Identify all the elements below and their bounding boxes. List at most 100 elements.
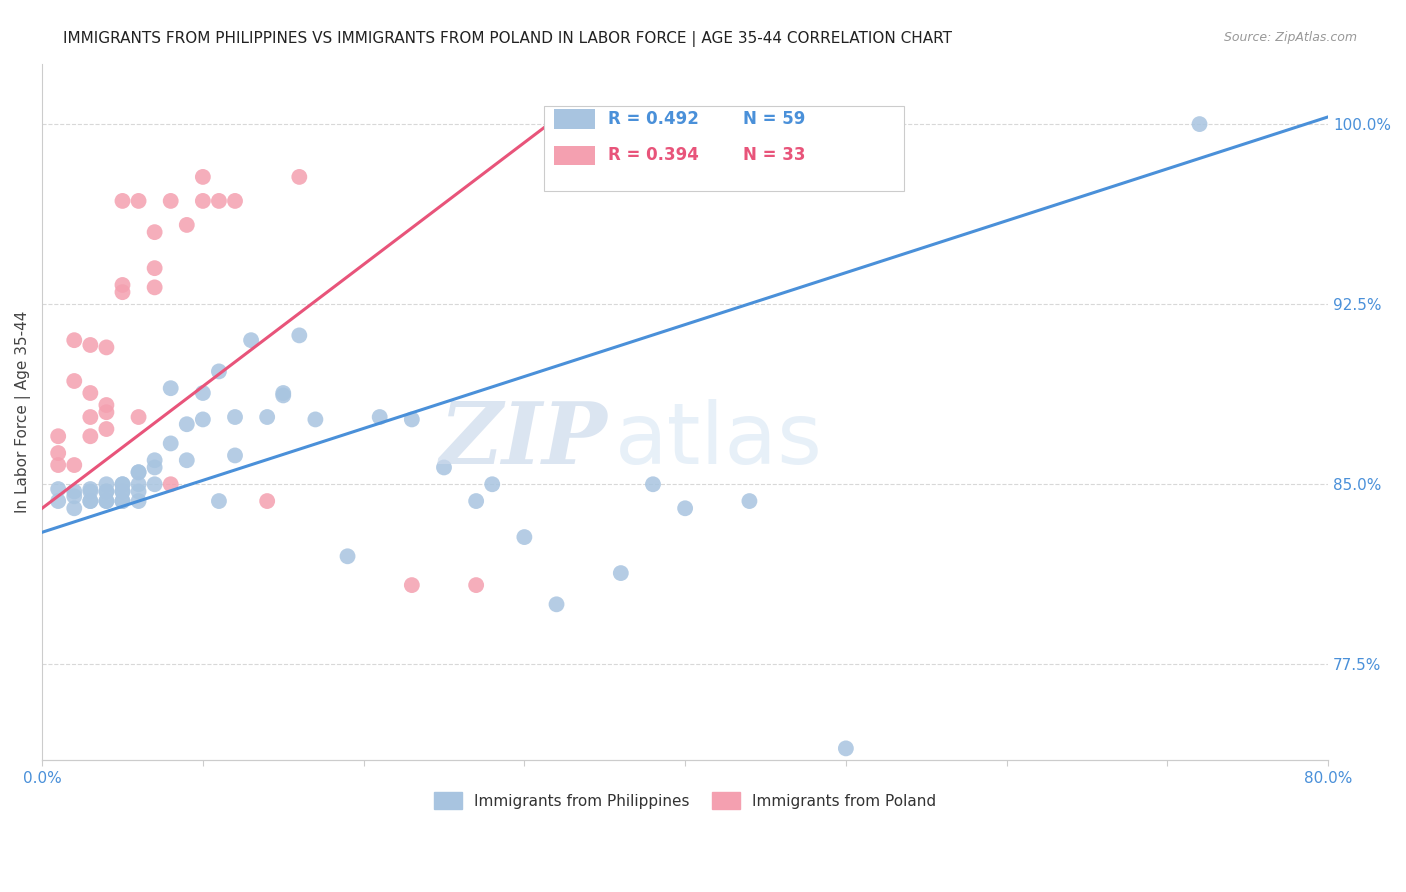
Point bbox=[79, 484, 101, 499]
Point bbox=[465, 578, 488, 592]
Point bbox=[191, 386, 214, 401]
Point bbox=[111, 494, 134, 508]
Point bbox=[128, 410, 150, 425]
Point bbox=[96, 398, 118, 412]
Point bbox=[673, 501, 696, 516]
Point bbox=[96, 484, 118, 499]
Text: N = 33: N = 33 bbox=[742, 146, 806, 164]
Text: R = 0.394: R = 0.394 bbox=[607, 146, 699, 164]
Point bbox=[191, 412, 214, 426]
FancyBboxPatch shape bbox=[554, 110, 595, 128]
Point bbox=[46, 494, 69, 508]
Point bbox=[208, 364, 231, 378]
Point bbox=[63, 374, 86, 388]
Point bbox=[46, 458, 69, 472]
Point bbox=[79, 386, 101, 401]
Text: atlas: atlas bbox=[614, 399, 823, 482]
Point bbox=[46, 429, 69, 443]
Text: IMMIGRANTS FROM PHILIPPINES VS IMMIGRANTS FROM POLAND IN LABOR FORCE | AGE 35-44: IMMIGRANTS FROM PHILIPPINES VS IMMIGRANT… bbox=[63, 31, 952, 47]
Point bbox=[143, 477, 166, 491]
Point bbox=[79, 494, 101, 508]
Point bbox=[111, 477, 134, 491]
Point bbox=[143, 453, 166, 467]
Point bbox=[1188, 117, 1211, 131]
Point bbox=[256, 410, 278, 425]
Point bbox=[128, 484, 150, 499]
Point bbox=[128, 465, 150, 479]
Point bbox=[336, 549, 359, 564]
Point bbox=[481, 477, 503, 491]
Point bbox=[208, 194, 231, 208]
Point bbox=[159, 194, 181, 208]
Point bbox=[96, 477, 118, 491]
FancyBboxPatch shape bbox=[554, 145, 595, 165]
Point bbox=[96, 494, 118, 508]
Point bbox=[63, 489, 86, 503]
Point bbox=[191, 169, 214, 184]
Point bbox=[46, 446, 69, 460]
Point bbox=[770, 794, 793, 808]
Point bbox=[610, 566, 633, 580]
Point bbox=[143, 225, 166, 239]
Point bbox=[208, 494, 231, 508]
Point bbox=[240, 333, 263, 347]
Point bbox=[224, 410, 246, 425]
Point bbox=[111, 277, 134, 292]
FancyBboxPatch shape bbox=[544, 106, 904, 191]
Point bbox=[96, 422, 118, 436]
Point bbox=[96, 405, 118, 419]
Point bbox=[513, 530, 536, 544]
Legend: Immigrants from Philippines, Immigrants from Poland: Immigrants from Philippines, Immigrants … bbox=[427, 786, 942, 815]
Text: ZIP: ZIP bbox=[440, 399, 607, 482]
Point bbox=[96, 484, 118, 499]
Point bbox=[288, 328, 311, 343]
Point bbox=[111, 477, 134, 491]
Point bbox=[641, 477, 664, 491]
Point bbox=[128, 465, 150, 479]
Point bbox=[368, 410, 391, 425]
Point bbox=[63, 501, 86, 516]
Point bbox=[835, 741, 858, 756]
Point bbox=[96, 340, 118, 354]
Point bbox=[176, 417, 198, 432]
Text: N = 59: N = 59 bbox=[742, 110, 806, 128]
Point bbox=[256, 494, 278, 508]
Point bbox=[159, 381, 181, 395]
Point bbox=[143, 460, 166, 475]
Point bbox=[46, 482, 69, 496]
Point bbox=[401, 578, 423, 592]
Point bbox=[128, 494, 150, 508]
Point bbox=[465, 494, 488, 508]
Y-axis label: In Labor Force | Age 35-44: In Labor Force | Age 35-44 bbox=[15, 311, 31, 514]
Point bbox=[128, 194, 150, 208]
Text: Source: ZipAtlas.com: Source: ZipAtlas.com bbox=[1223, 31, 1357, 45]
Point bbox=[401, 412, 423, 426]
Point bbox=[79, 338, 101, 352]
Point bbox=[96, 494, 118, 508]
Point bbox=[159, 477, 181, 491]
Point bbox=[63, 484, 86, 499]
Point bbox=[288, 169, 311, 184]
Point bbox=[176, 218, 198, 232]
Point bbox=[191, 194, 214, 208]
Point bbox=[128, 477, 150, 491]
Point bbox=[271, 386, 294, 401]
Point bbox=[111, 484, 134, 499]
Text: R = 0.492: R = 0.492 bbox=[607, 110, 699, 128]
Point bbox=[143, 261, 166, 276]
Point bbox=[79, 429, 101, 443]
Point bbox=[111, 285, 134, 300]
Point bbox=[63, 458, 86, 472]
Point bbox=[111, 484, 134, 499]
Point bbox=[79, 494, 101, 508]
Point bbox=[738, 494, 761, 508]
Point bbox=[546, 597, 568, 611]
Point bbox=[63, 333, 86, 347]
Point bbox=[224, 194, 246, 208]
Point bbox=[159, 436, 181, 450]
Point bbox=[111, 194, 134, 208]
Point bbox=[111, 494, 134, 508]
Point bbox=[143, 280, 166, 294]
Point bbox=[176, 453, 198, 467]
Point bbox=[224, 449, 246, 463]
